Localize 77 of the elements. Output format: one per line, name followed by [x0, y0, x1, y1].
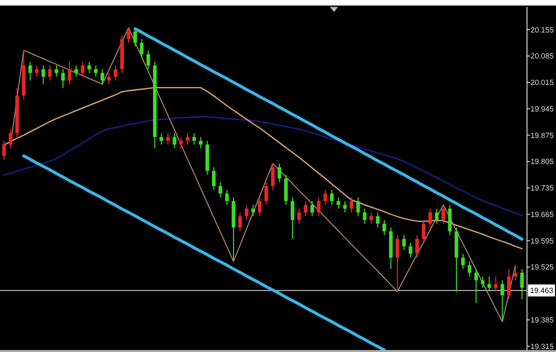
candlestick: [126, 27, 130, 44]
candlestick: [343, 200, 347, 213]
candlestick: [402, 234, 406, 251]
candlestick: [480, 276, 484, 288]
candlestick: [487, 276, 492, 292]
candlestick: [244, 204, 248, 220]
candlestick: [507, 268, 511, 300]
candlestick: [369, 212, 373, 224]
candlestick: [408, 242, 412, 258]
candlestick: [166, 132, 170, 146]
candlestick: [258, 196, 262, 217]
line-series: [22, 154, 386, 350]
candlestick: [146, 50, 150, 70]
candlestick: [376, 212, 380, 228]
candlestick: [87, 61, 92, 74]
candlestick: [160, 132, 164, 146]
candlestick: [198, 136, 203, 149]
candlestick: [94, 64, 98, 78]
candlestick: [434, 208, 439, 224]
candlestick: [514, 264, 518, 281]
candlestick: [251, 204, 255, 217]
candlestick: [271, 162, 275, 190]
candlestick: [362, 208, 366, 224]
candlestick: [54, 64, 58, 78]
candlestick: [225, 189, 229, 206]
candlestick: [68, 61, 72, 85]
candlestick: [382, 219, 386, 236]
candlestick: [310, 200, 314, 217]
candlestick: [356, 196, 360, 217]
candlestick: [114, 64, 118, 81]
candlestick: [2, 140, 6, 160]
candlestick: [212, 166, 216, 190]
candlestick: [323, 189, 328, 206]
candlestick: [61, 68, 65, 89]
line-series: [3, 116, 523, 216]
candlestick: [297, 208, 301, 224]
candlestick: [468, 260, 472, 277]
candlestick: [494, 276, 498, 292]
candlestick: [396, 234, 400, 292]
candlestick: [186, 132, 190, 146]
candlestick: [172, 132, 176, 149]
candlestick: [133, 27, 137, 48]
candlestick: [474, 268, 478, 304]
candlestick: [461, 253, 465, 270]
candlestick: [422, 219, 426, 244]
candlestick: [34, 64, 39, 78]
candlestick: [218, 182, 222, 198]
candlestick: [28, 61, 32, 81]
candlestick: [278, 162, 282, 183]
candlestick: [442, 204, 446, 224]
candlestick: [74, 64, 78, 78]
candlestick: [80, 61, 84, 78]
line-series: [3, 87, 523, 250]
candlestick: [8, 129, 12, 149]
line-series: [134, 27, 524, 241]
candlestick: [284, 174, 288, 206]
candlestick: [48, 64, 52, 81]
line-series: [10, 27, 516, 322]
candlestick: [304, 200, 308, 217]
candlestick: [316, 196, 321, 217]
candlestick: [179, 136, 183, 149]
candlestick: [100, 68, 104, 85]
candlestick: [238, 212, 242, 232]
candlestick: [264, 182, 268, 206]
candlestick: [415, 234, 419, 258]
candlestick: [290, 196, 294, 240]
candlestick: [140, 38, 144, 58]
candlestick: [428, 208, 432, 228]
candlestick: [448, 204, 452, 236]
candlestick: [42, 64, 46, 85]
candlestick: [107, 72, 111, 85]
candlestick: [520, 268, 524, 300]
candlestick: [500, 280, 504, 322]
candlestick: [350, 196, 354, 213]
candlestick: [330, 189, 334, 206]
candlestick: [192, 132, 196, 146]
candlestick: [336, 196, 340, 210]
